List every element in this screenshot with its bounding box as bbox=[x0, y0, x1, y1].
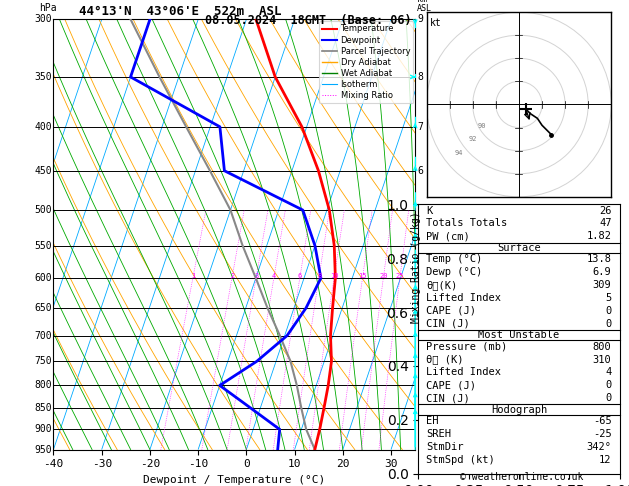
Text: 6.9: 6.9 bbox=[593, 267, 611, 277]
Text: SREH: SREH bbox=[426, 429, 452, 439]
Text: 550: 550 bbox=[34, 241, 52, 251]
X-axis label: Dewpoint / Temperature (°C): Dewpoint / Temperature (°C) bbox=[143, 475, 325, 485]
Text: 300: 300 bbox=[34, 15, 52, 24]
Text: 850: 850 bbox=[34, 403, 52, 413]
Text: 15: 15 bbox=[359, 273, 367, 279]
Text: 350: 350 bbox=[34, 72, 52, 82]
Text: Hodograph: Hodograph bbox=[491, 405, 547, 415]
Text: PW (cm): PW (cm) bbox=[426, 231, 470, 241]
Text: hPa: hPa bbox=[39, 3, 57, 13]
Text: 5: 5 bbox=[605, 293, 611, 303]
Text: StmSpd (kt): StmSpd (kt) bbox=[426, 455, 495, 465]
Text: 500: 500 bbox=[34, 205, 52, 215]
Text: 2: 2 bbox=[417, 381, 423, 390]
Text: 94: 94 bbox=[454, 150, 463, 156]
Text: 3: 3 bbox=[254, 273, 259, 279]
Text: 400: 400 bbox=[34, 122, 52, 132]
Text: CIN (J): CIN (J) bbox=[426, 318, 470, 329]
Text: 4: 4 bbox=[605, 367, 611, 378]
Text: Most Unstable: Most Unstable bbox=[478, 330, 560, 340]
Text: Surface: Surface bbox=[497, 243, 541, 253]
Text: 6: 6 bbox=[417, 166, 423, 176]
Text: 7: 7 bbox=[417, 122, 423, 132]
Text: -25: -25 bbox=[593, 429, 611, 439]
Text: 800: 800 bbox=[593, 342, 611, 352]
Text: Lifted Index: Lifted Index bbox=[426, 293, 501, 303]
Text: StmDir: StmDir bbox=[426, 442, 464, 452]
Text: km
ASL: km ASL bbox=[417, 0, 432, 13]
Text: Totals Totals: Totals Totals bbox=[426, 218, 508, 228]
Text: 6: 6 bbox=[298, 273, 302, 279]
Text: 950: 950 bbox=[34, 445, 52, 454]
Text: 750: 750 bbox=[34, 356, 52, 366]
Text: 600: 600 bbox=[34, 273, 52, 283]
Text: 9: 9 bbox=[417, 15, 423, 24]
Text: 8: 8 bbox=[317, 273, 321, 279]
Text: 4: 4 bbox=[417, 273, 423, 283]
Text: Temp (°C): Temp (°C) bbox=[426, 254, 482, 264]
Text: 0: 0 bbox=[605, 306, 611, 316]
Text: K: K bbox=[426, 206, 433, 216]
Text: Lifted Index: Lifted Index bbox=[426, 367, 501, 378]
Text: 0: 0 bbox=[605, 380, 611, 390]
Text: 1: 1 bbox=[191, 273, 196, 279]
Text: θᴇ (K): θᴇ (K) bbox=[426, 354, 464, 364]
Text: 342°: 342° bbox=[586, 442, 611, 452]
Text: LCL: LCL bbox=[417, 403, 435, 413]
Text: 47: 47 bbox=[599, 218, 611, 228]
Text: 1.82: 1.82 bbox=[586, 231, 611, 241]
Text: 650: 650 bbox=[34, 303, 52, 313]
Text: -65: -65 bbox=[593, 416, 611, 426]
Text: 900: 900 bbox=[34, 424, 52, 434]
Text: 310: 310 bbox=[593, 354, 611, 364]
Text: θᴇ(K): θᴇ(K) bbox=[426, 280, 457, 290]
Text: CAPE (J): CAPE (J) bbox=[426, 306, 476, 316]
Text: kt: kt bbox=[430, 17, 442, 28]
Text: 26: 26 bbox=[599, 206, 611, 216]
Text: 1: 1 bbox=[417, 424, 423, 434]
Text: EH: EH bbox=[426, 416, 439, 426]
Text: CIN (J): CIN (J) bbox=[426, 393, 470, 403]
Text: Pressure (mb): Pressure (mb) bbox=[426, 342, 508, 352]
Text: 10: 10 bbox=[330, 273, 338, 279]
Text: 08.05.2024  18GMT  (Base: 06): 08.05.2024 18GMT (Base: 06) bbox=[206, 14, 412, 27]
Text: 0: 0 bbox=[605, 393, 611, 403]
Text: 90: 90 bbox=[477, 122, 486, 129]
Text: Dewp (°C): Dewp (°C) bbox=[426, 267, 482, 277]
Text: 700: 700 bbox=[34, 330, 52, 341]
Text: 44°13'N  43°06'E  522m  ASL: 44°13'N 43°06'E 522m ASL bbox=[79, 5, 281, 18]
Text: 2: 2 bbox=[230, 273, 235, 279]
Text: 4: 4 bbox=[272, 273, 276, 279]
Text: 92: 92 bbox=[468, 137, 477, 142]
Text: 8: 8 bbox=[417, 72, 423, 82]
Text: 309: 309 bbox=[593, 280, 611, 290]
Legend: Temperature, Dewpoint, Parcel Trajectory, Dry Adiabat, Wet Adiabat, Isotherm, Mi: Temperature, Dewpoint, Parcel Trajectory… bbox=[319, 21, 413, 103]
Text: CAPE (J): CAPE (J) bbox=[426, 380, 476, 390]
Text: 25: 25 bbox=[396, 273, 404, 279]
Text: 3: 3 bbox=[417, 330, 423, 341]
Text: © weatheronline.co.uk: © weatheronline.co.uk bbox=[460, 472, 584, 482]
Text: Mixing Ratio (g/kg): Mixing Ratio (g/kg) bbox=[411, 211, 421, 323]
Text: 12: 12 bbox=[599, 455, 611, 465]
Text: 800: 800 bbox=[34, 381, 52, 390]
Text: 20: 20 bbox=[379, 273, 388, 279]
Text: 0: 0 bbox=[605, 318, 611, 329]
Text: 13.8: 13.8 bbox=[586, 254, 611, 264]
Text: 450: 450 bbox=[34, 166, 52, 176]
Text: 5: 5 bbox=[417, 241, 423, 251]
